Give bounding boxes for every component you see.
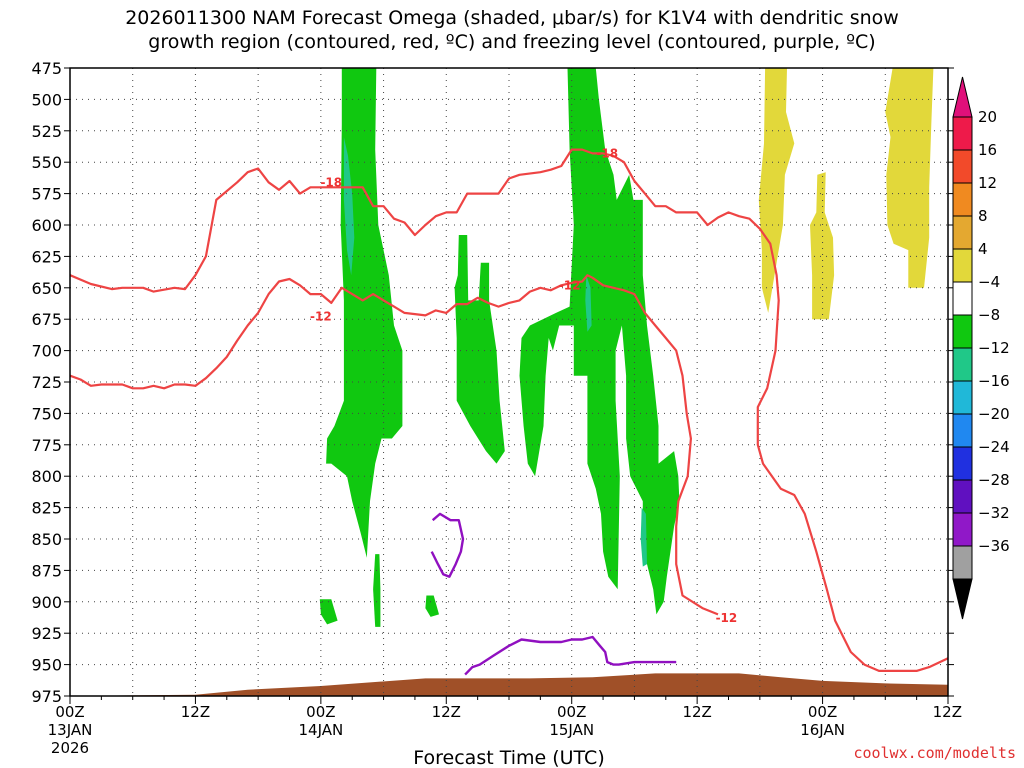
- omega-region-8: [640, 507, 647, 567]
- y-tick-label-8: 675: [31, 310, 62, 329]
- colorbar-swatch-11: [952, 479, 973, 514]
- x-date-label-2: 14JAN: [298, 721, 343, 739]
- y-tick-label-19: 950: [31, 656, 62, 675]
- grid-lines: [70, 68, 948, 696]
- colorbar-swatch-6: [952, 314, 973, 349]
- colorbar-label-6: −8: [978, 306, 1000, 324]
- x-date-label-0: 13JAN: [48, 721, 93, 739]
- x-tick-label-0: 00Z: [55, 703, 84, 721]
- freezing-contour-0: [430, 512, 465, 578]
- omega-region-9: [758, 68, 795, 313]
- x-year-label-0: 2026: [51, 739, 89, 757]
- colorbar-label-3: 8: [978, 207, 988, 225]
- x-tick-label-4: 00Z: [557, 703, 586, 721]
- colorbar-label-0: 20: [978, 108, 997, 126]
- chart-title: 2026011300 NAM Forecast Omega (shaded, μ…: [0, 6, 1024, 54]
- colorbar-label-4: 4: [978, 240, 988, 258]
- colorbar-label-12: −32: [978, 504, 1010, 522]
- x-axis-title: Forecast Time (UTC): [413, 747, 604, 768]
- omega-region-11: [885, 68, 934, 288]
- colorbar-label-9: −20: [978, 405, 1010, 423]
- x-tick-label-7: 12Z: [933, 703, 962, 721]
- contour-label-4: -12: [716, 611, 738, 625]
- y-tick-label-13: 800: [31, 467, 62, 486]
- colorbar-label-11: −28: [978, 471, 1010, 489]
- temperature-contours: -18 -18 -12 -12 -12: [70, 146, 948, 676]
- y-tick-label-15: 850: [31, 530, 62, 549]
- x-date-label-4: 15JAN: [549, 721, 594, 739]
- title-line-1: 2026011300 NAM Forecast Omega (shaded, μ…: [125, 7, 899, 29]
- colorbar-label-10: −24: [978, 438, 1010, 456]
- colorbar-label-2: 12: [978, 174, 997, 192]
- colorbar-swatch-7: [952, 347, 973, 382]
- y-tick-label-5: 600: [31, 216, 62, 235]
- y-tick-label-4: 575: [31, 185, 62, 204]
- x-tick-label-6: 00Z: [808, 703, 837, 721]
- omega-region-7: [585, 275, 592, 332]
- contour-label-0: -18: [320, 175, 342, 189]
- colorbar-swatch-12: [952, 512, 973, 547]
- red-contour-m18: [70, 148, 948, 673]
- y-tick-label-2: 525: [31, 122, 62, 141]
- colorbar-swatch-5: [952, 281, 973, 316]
- contour-label-1: -18: [596, 146, 618, 160]
- omega-region-10: [810, 172, 835, 320]
- omega-region-4: [319, 599, 338, 625]
- colorbar-bottom-triangle: [952, 578, 973, 620]
- colorbar-swatch-3: [952, 215, 973, 250]
- freezing-contour-1: [464, 635, 677, 676]
- colorbar-swatch-2: [952, 182, 973, 217]
- y-tick-label-7: 650: [31, 279, 62, 298]
- y-tick-label-17: 900: [31, 593, 62, 612]
- colorbar-swatch-1: [952, 149, 973, 184]
- contour-label-2: -12: [310, 310, 332, 324]
- omega-region-6: [343, 137, 355, 276]
- omega-region-1: [454, 235, 505, 464]
- colorbar-swatch-4: [952, 248, 973, 283]
- title-line-2: growth region (contoured, red, ºC) and f…: [148, 31, 876, 53]
- x-date-label-6: 16JAN: [800, 721, 845, 739]
- y-tick-label-1: 500: [31, 90, 62, 109]
- y-tick-label-0: 475: [31, 59, 62, 78]
- red-contour-m12: [70, 274, 719, 616]
- terrain-area: [70, 673, 948, 696]
- colorbar-label-1: 16: [978, 141, 997, 159]
- colorbar: 20 16 12 8 4 −4 −8 −12 −16 −20 −24 −28 −32 −36: [952, 76, 1010, 620]
- colorbar-swatch-10: [952, 446, 973, 481]
- omega-region-0: [326, 68, 403, 558]
- y-tick-label-12: 775: [31, 436, 62, 455]
- omega-region-3: [373, 554, 381, 627]
- colorbar-label-5: −4: [978, 273, 1000, 291]
- plot-axes: 475 500 525 550 575 600 625 650 675 700 725 750 775 8…: [31, 59, 962, 757]
- colorbar-top-triangle: [952, 76, 973, 118]
- omega-shading: [319, 68, 934, 627]
- y-tick-label-16: 875: [31, 561, 62, 580]
- y-tick-label-10: 725: [31, 373, 62, 392]
- terrain-fill: [70, 673, 948, 696]
- colorbar-swatch-13: [952, 545, 973, 580]
- colorbar-swatch-8: [952, 380, 973, 415]
- colorbar-label-8: −16: [978, 372, 1010, 390]
- colorbar-swatch-0: [952, 116, 973, 151]
- omega-region-5: [425, 595, 439, 617]
- x-tick-label-5: 12Z: [682, 703, 711, 721]
- contour-label-3: -12: [559, 278, 581, 292]
- colorbar-label-7: −12: [978, 339, 1010, 357]
- omega-region-2: [519, 68, 680, 615]
- y-tick-label-6: 625: [31, 247, 62, 266]
- colorbar-label-13: −36: [978, 537, 1010, 555]
- y-tick-label-18: 925: [31, 624, 62, 643]
- colorbar-swatch-9: [952, 413, 973, 448]
- x-tick-label-3: 12Z: [432, 703, 461, 721]
- y-tick-label-14: 825: [31, 499, 62, 518]
- x-tick-label-1: 12Z: [181, 703, 210, 721]
- y-tick-label-9: 700: [31, 342, 62, 361]
- y-tick-label-3: 550: [31, 153, 62, 172]
- credit-text: coolwx.com/modelts: [853, 744, 1016, 762]
- y-tick-label-11: 750: [31, 404, 62, 423]
- x-tick-label-2: 00Z: [306, 703, 335, 721]
- y-tick-label-20: 975: [31, 687, 62, 706]
